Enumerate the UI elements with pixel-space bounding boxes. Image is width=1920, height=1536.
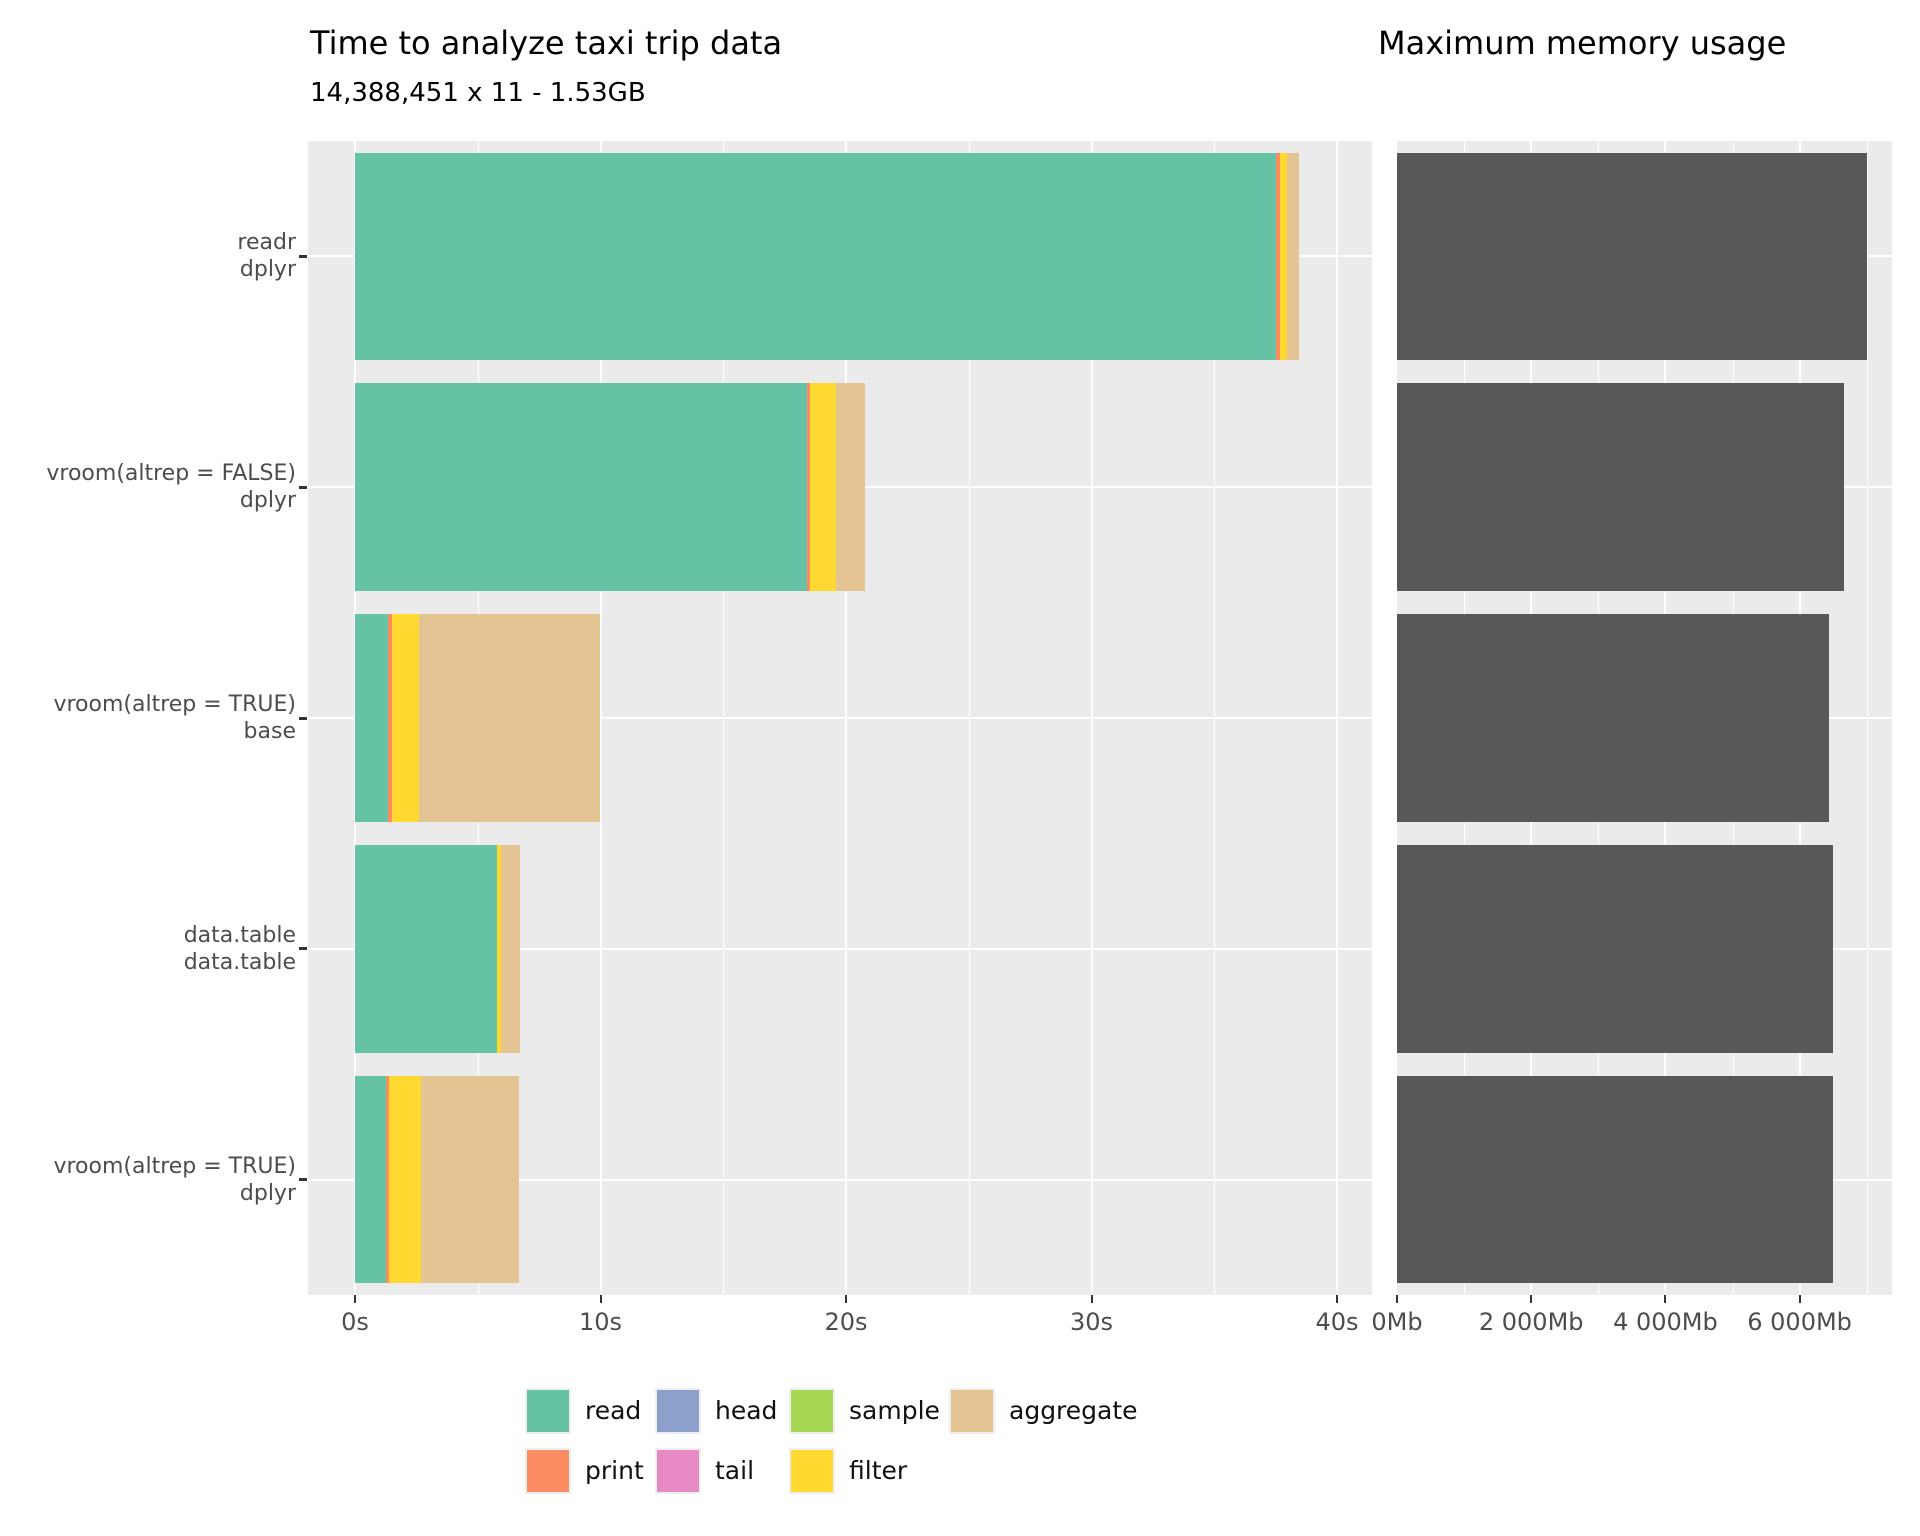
y-tick-mark xyxy=(299,716,307,720)
y-axis-label-line: dplyr xyxy=(239,1180,296,1206)
x-tick-mark xyxy=(1798,1295,1801,1303)
legend-label-sample: sample xyxy=(849,1396,940,1425)
x-tick-mark xyxy=(1090,1295,1093,1303)
bar-segment-filter xyxy=(1280,152,1287,361)
y-tick-mark xyxy=(299,254,307,258)
y-axis-label: vroom(altrep = TRUE) base xyxy=(0,691,296,745)
memory-chart-title: Maximum memory usage xyxy=(1378,24,1787,62)
memory-bar-row xyxy=(1397,1075,1834,1284)
y-axis-label-line: vroom(altrep = TRUE) xyxy=(53,692,296,717)
bar-segment-read xyxy=(355,614,389,822)
x-tick-label: 0s xyxy=(341,1308,369,1336)
x-tick-label: 30s xyxy=(1069,1308,1114,1336)
legend-label-print: print xyxy=(585,1456,644,1485)
legend-key-read xyxy=(525,1388,571,1434)
x-tick-mark xyxy=(599,1295,602,1303)
x-tick-label: 2 000Mb xyxy=(1478,1308,1584,1336)
legend-label-aggregate: aggregate xyxy=(1009,1396,1138,1425)
x-tick-label: 10s xyxy=(578,1308,623,1336)
x-tick-mark xyxy=(1396,1295,1398,1303)
bar-segment-filter xyxy=(810,383,836,591)
legend-key-print xyxy=(525,1448,571,1494)
time-bar-row xyxy=(355,1075,519,1284)
bar-segment-filter xyxy=(388,1075,421,1284)
y-tick-mark xyxy=(299,485,307,489)
legend-label-tail: tail xyxy=(715,1456,755,1485)
y-axis-label: vroom(altrep = FALSE) dplyr xyxy=(0,460,296,514)
y-axis-label-line: dplyr xyxy=(239,257,296,283)
legend-key-aggregate xyxy=(949,1388,995,1434)
x-tick-label: 4 000Mb xyxy=(1613,1308,1718,1336)
time-chart-subtitle: 14,388,451 x 11 - 1.53GB xyxy=(310,78,646,108)
bar-segment-aggregate xyxy=(835,383,866,591)
x-tick-label: 40s xyxy=(1315,1308,1359,1336)
y-axis-label-line: vroom(altrep = FALSE) xyxy=(46,461,296,487)
legend-label-read: read xyxy=(585,1396,642,1425)
memory-bar-row xyxy=(1397,614,1830,822)
y-axis-label-line: data.table xyxy=(183,922,296,948)
bar-segment-print xyxy=(385,1075,389,1284)
legend-key-sample xyxy=(789,1388,835,1434)
row-gridline xyxy=(308,1178,1372,1181)
bar-segment-aggregate xyxy=(419,614,600,822)
memory-bar-row xyxy=(1397,152,1867,361)
bar-segment-filter xyxy=(392,614,420,822)
legend-label-filter: filter xyxy=(849,1456,908,1485)
bar-segment-aggregate xyxy=(1286,152,1300,361)
y-axis-label: readr dplyr xyxy=(0,229,296,283)
memory-bar-row xyxy=(1397,844,1833,1053)
y-axis-label-line: dplyr xyxy=(239,488,296,514)
y-axis-label: vroom(altrep = TRUE) dplyr xyxy=(0,1153,296,1207)
time-bar-row xyxy=(355,614,600,822)
x-tick-mark xyxy=(1664,1295,1667,1303)
bar-segment-print xyxy=(388,614,393,822)
time-chart-title: Time to analyze taxi trip data xyxy=(310,24,783,62)
bar-segment-aggregate xyxy=(501,844,521,1053)
row-gridline xyxy=(308,947,1372,950)
x-tick-mark xyxy=(845,1295,847,1303)
bar-segment-aggregate xyxy=(420,1075,519,1284)
legend-label-head: head xyxy=(715,1396,778,1425)
x-tick-label: 20s xyxy=(824,1308,868,1336)
bar-segment-read xyxy=(355,1075,386,1284)
bar-segment-filter xyxy=(496,844,502,1053)
bar-segment-read xyxy=(355,383,807,591)
bar-segment-print xyxy=(806,383,811,591)
time-bar-row xyxy=(355,152,1300,361)
bar-segment-read xyxy=(355,152,1276,361)
memory-chart-panel xyxy=(1397,141,1892,1295)
x-tick-mark xyxy=(354,1295,356,1303)
time-chart-panel xyxy=(308,141,1372,1295)
row-gridline xyxy=(308,717,1372,719)
y-axis-label-line: vroom(altrep = TRUE) xyxy=(53,1153,296,1179)
time-bar-row xyxy=(355,844,521,1053)
y-axis-label-line: base xyxy=(243,719,296,744)
legend-key-filter xyxy=(789,1448,835,1494)
legend-key-head xyxy=(655,1388,701,1434)
y-axis-label: data.table data.table xyxy=(0,922,296,976)
bar-segment-print xyxy=(1275,152,1281,361)
x-tick-label: 6 000Mb xyxy=(1747,1308,1852,1336)
x-tick-mark xyxy=(1530,1295,1533,1303)
memory-bar-row xyxy=(1397,383,1844,591)
time-bar-row xyxy=(355,383,866,591)
bar-segment-read xyxy=(355,844,497,1053)
y-axis-label-line: data.table xyxy=(183,949,296,975)
y-axis-label-line: readr xyxy=(237,230,296,256)
y-tick-mark xyxy=(299,1178,307,1182)
x-tick-mark xyxy=(1336,1295,1338,1303)
y-tick-mark xyxy=(299,947,307,951)
legend-key-tail xyxy=(655,1448,701,1494)
x-tick-label: 0Mb xyxy=(1371,1308,1423,1336)
